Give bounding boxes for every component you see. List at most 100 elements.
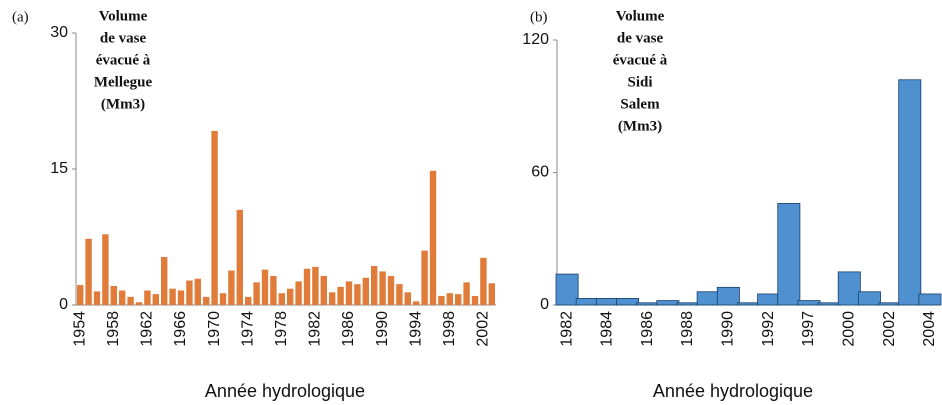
y-tick-label: 15	[50, 160, 68, 177]
bar	[320, 275, 327, 305]
bar	[253, 282, 260, 305]
chart-title: évacué à	[96, 52, 151, 68]
x-tick-label: 1954	[71, 311, 88, 347]
x-tick-label: 1984	[599, 311, 616, 347]
bar	[387, 275, 395, 305]
bar	[918, 293, 942, 306]
bar	[716, 286, 740, 306]
bar	[329, 292, 336, 305]
x-tick-label: 1970	[206, 311, 223, 347]
chart-title: Volume	[616, 8, 665, 24]
x-tick-label: 2002	[475, 311, 492, 347]
bar	[757, 293, 781, 306]
x-tick-label: 2002	[881, 311, 898, 347]
bar	[228, 270, 235, 305]
x-tick-label: 1988	[679, 311, 696, 347]
bar	[857, 291, 881, 306]
bar	[211, 130, 218, 305]
bar	[119, 290, 126, 305]
x-tick-label: 1978	[273, 311, 290, 347]
bar	[463, 282, 470, 305]
bar	[575, 297, 599, 306]
bar	[488, 283, 495, 305]
bar	[616, 297, 640, 306]
x-tick-label: 1974	[239, 311, 256, 347]
x-tick-label: 1998	[441, 311, 458, 347]
x-tick-label: 1997	[800, 311, 817, 347]
x-tick-label: 1958	[105, 311, 122, 347]
panel-label: (b)	[530, 9, 548, 25]
bar	[127, 296, 134, 305]
bar	[595, 297, 619, 306]
x-axis-label: Année hydrologique	[653, 381, 813, 401]
y-tick-label: 60	[531, 164, 549, 181]
bar	[446, 293, 453, 305]
bar	[144, 290, 151, 305]
bar	[161, 256, 168, 305]
chart-title: de vase	[617, 30, 664, 46]
bar	[371, 266, 378, 305]
bar	[404, 292, 411, 305]
bar	[169, 288, 176, 305]
x-tick-label: 1966	[172, 311, 189, 347]
bar	[270, 275, 277, 305]
x-tick-label: 1986	[639, 311, 656, 347]
bar	[93, 291, 101, 305]
chart-title: évacué à	[613, 52, 668, 68]
x-tick-label: 1982	[307, 311, 324, 347]
bar	[438, 295, 445, 305]
chart-title: (Mm3)	[618, 118, 662, 134]
bar	[817, 302, 841, 306]
bar	[777, 203, 801, 306]
bar	[656, 300, 680, 306]
x-axis-label: Année hydrologique	[205, 381, 365, 401]
x-tick-label: 1982	[558, 311, 575, 347]
bar	[837, 271, 861, 306]
bar	[236, 209, 243, 305]
bar	[245, 296, 252, 305]
bar	[295, 281, 302, 305]
bar	[396, 284, 403, 305]
x-tick-label: 2004	[921, 311, 938, 347]
bar	[555, 273, 579, 306]
bar	[898, 79, 922, 306]
bar	[278, 293, 285, 305]
bar	[413, 301, 420, 305]
bar	[152, 294, 159, 305]
bar	[186, 280, 193, 305]
bar	[110, 285, 117, 305]
y-tick-label: 120	[522, 31, 549, 48]
x-tick-label: 2000	[841, 311, 858, 347]
bar	[421, 250, 428, 305]
chart-title: Volume	[99, 8, 148, 24]
bar	[135, 302, 143, 305]
bar	[429, 170, 437, 305]
x-tick-label: 1962	[139, 311, 156, 347]
bar	[878, 302, 902, 306]
bar	[219, 293, 227, 305]
x-tick-label: 1990	[374, 311, 391, 347]
bar	[676, 302, 700, 306]
bar	[345, 281, 353, 305]
bar	[203, 296, 210, 305]
x-tick-label: 1990	[720, 311, 737, 347]
bar	[312, 266, 319, 305]
chart-title: Mellegue	[94, 74, 153, 90]
y-tick-label: 0	[59, 296, 68, 313]
panel-label: (a)	[12, 9, 29, 25]
bar	[337, 286, 344, 305]
bar	[354, 284, 361, 305]
bar	[471, 295, 479, 305]
chart-title: Salem	[620, 96, 660, 112]
bar	[85, 238, 92, 305]
bar	[177, 290, 185, 305]
y-tick-label: 30	[50, 24, 68, 41]
bar	[455, 294, 462, 305]
bar	[261, 269, 269, 305]
bar	[362, 277, 369, 305]
bar	[194, 278, 201, 305]
chart-title: Sidi	[627, 74, 652, 90]
chart-title: (Mm3)	[101, 96, 145, 112]
bar	[797, 300, 821, 306]
